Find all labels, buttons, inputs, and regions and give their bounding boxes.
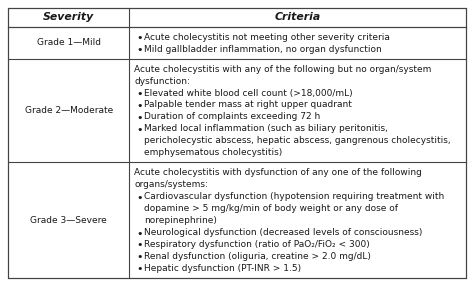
Text: Renal dysfunction (oliguria, creatine > 2.0 mg/dL): Renal dysfunction (oliguria, creatine > … (145, 252, 371, 261)
Text: Cardiovascular dysfunction (hypotension requiring treatment with: Cardiovascular dysfunction (hypotension … (145, 192, 445, 201)
Text: •: • (137, 33, 143, 43)
Text: dopamine > 5 mg/kg/min of body weight or any dose of: dopamine > 5 mg/kg/min of body weight or… (145, 204, 398, 213)
Text: Duration of complaints exceeding 72 h: Duration of complaints exceeding 72 h (145, 112, 320, 121)
Text: Elevated white blood cell count (>18,000/mL): Elevated white blood cell count (>18,000… (145, 89, 353, 98)
Text: Respiratory dysfunction (ratio of PaO₂/FiO₂ < 300): Respiratory dysfunction (ratio of PaO₂/F… (145, 240, 370, 249)
Text: Grade 2—Moderate: Grade 2—Moderate (25, 106, 113, 115)
Text: Marked local inflammation (such as biliary peritonitis,: Marked local inflammation (such as bilia… (145, 124, 388, 133)
Text: Neurological dysfunction (decreased levels of consciousness): Neurological dysfunction (decreased leve… (145, 228, 423, 237)
Text: norepinephrine): norepinephrine) (145, 216, 217, 225)
Text: Acute cholecystitis with any of the following but no organ/system: Acute cholecystitis with any of the foll… (134, 65, 432, 74)
Text: •: • (137, 193, 143, 203)
Text: •: • (137, 125, 143, 135)
Text: emphysematous cholecystitis): emphysematous cholecystitis) (145, 148, 283, 157)
Text: Palpable tender mass at right upper quadrant: Palpable tender mass at right upper quad… (145, 100, 352, 110)
Text: Acute cholecystitis not meeting other severity criteria: Acute cholecystitis not meeting other se… (145, 33, 390, 41)
Text: •: • (137, 101, 143, 111)
Text: organs/systems:: organs/systems: (134, 180, 208, 189)
Text: Severity: Severity (43, 12, 94, 22)
Text: •: • (137, 45, 143, 55)
Text: •: • (137, 241, 143, 251)
Text: •: • (137, 89, 143, 99)
Text: Mild gallbladder inflammation, no organ dysfunction: Mild gallbladder inflammation, no organ … (145, 45, 382, 53)
Text: Acute cholecystitis with dysfunction of any one of the following: Acute cholecystitis with dysfunction of … (134, 168, 422, 177)
Text: •: • (137, 253, 143, 262)
Text: Criteria: Criteria (274, 12, 321, 22)
Text: Grade 3—Severe: Grade 3—Severe (30, 216, 107, 225)
Text: Hepatic dysfunction (PT-INR > 1.5): Hepatic dysfunction (PT-INR > 1.5) (145, 264, 301, 273)
Text: dysfunction:: dysfunction: (134, 77, 190, 86)
Text: Grade 1—Mild: Grade 1—Mild (36, 38, 100, 47)
Text: •: • (137, 113, 143, 123)
Text: •: • (137, 264, 143, 274)
Text: •: • (137, 229, 143, 239)
Text: pericholecystic abscess, hepatic abscess, gangrenous cholecystitis,: pericholecystic abscess, hepatic abscess… (145, 136, 451, 145)
